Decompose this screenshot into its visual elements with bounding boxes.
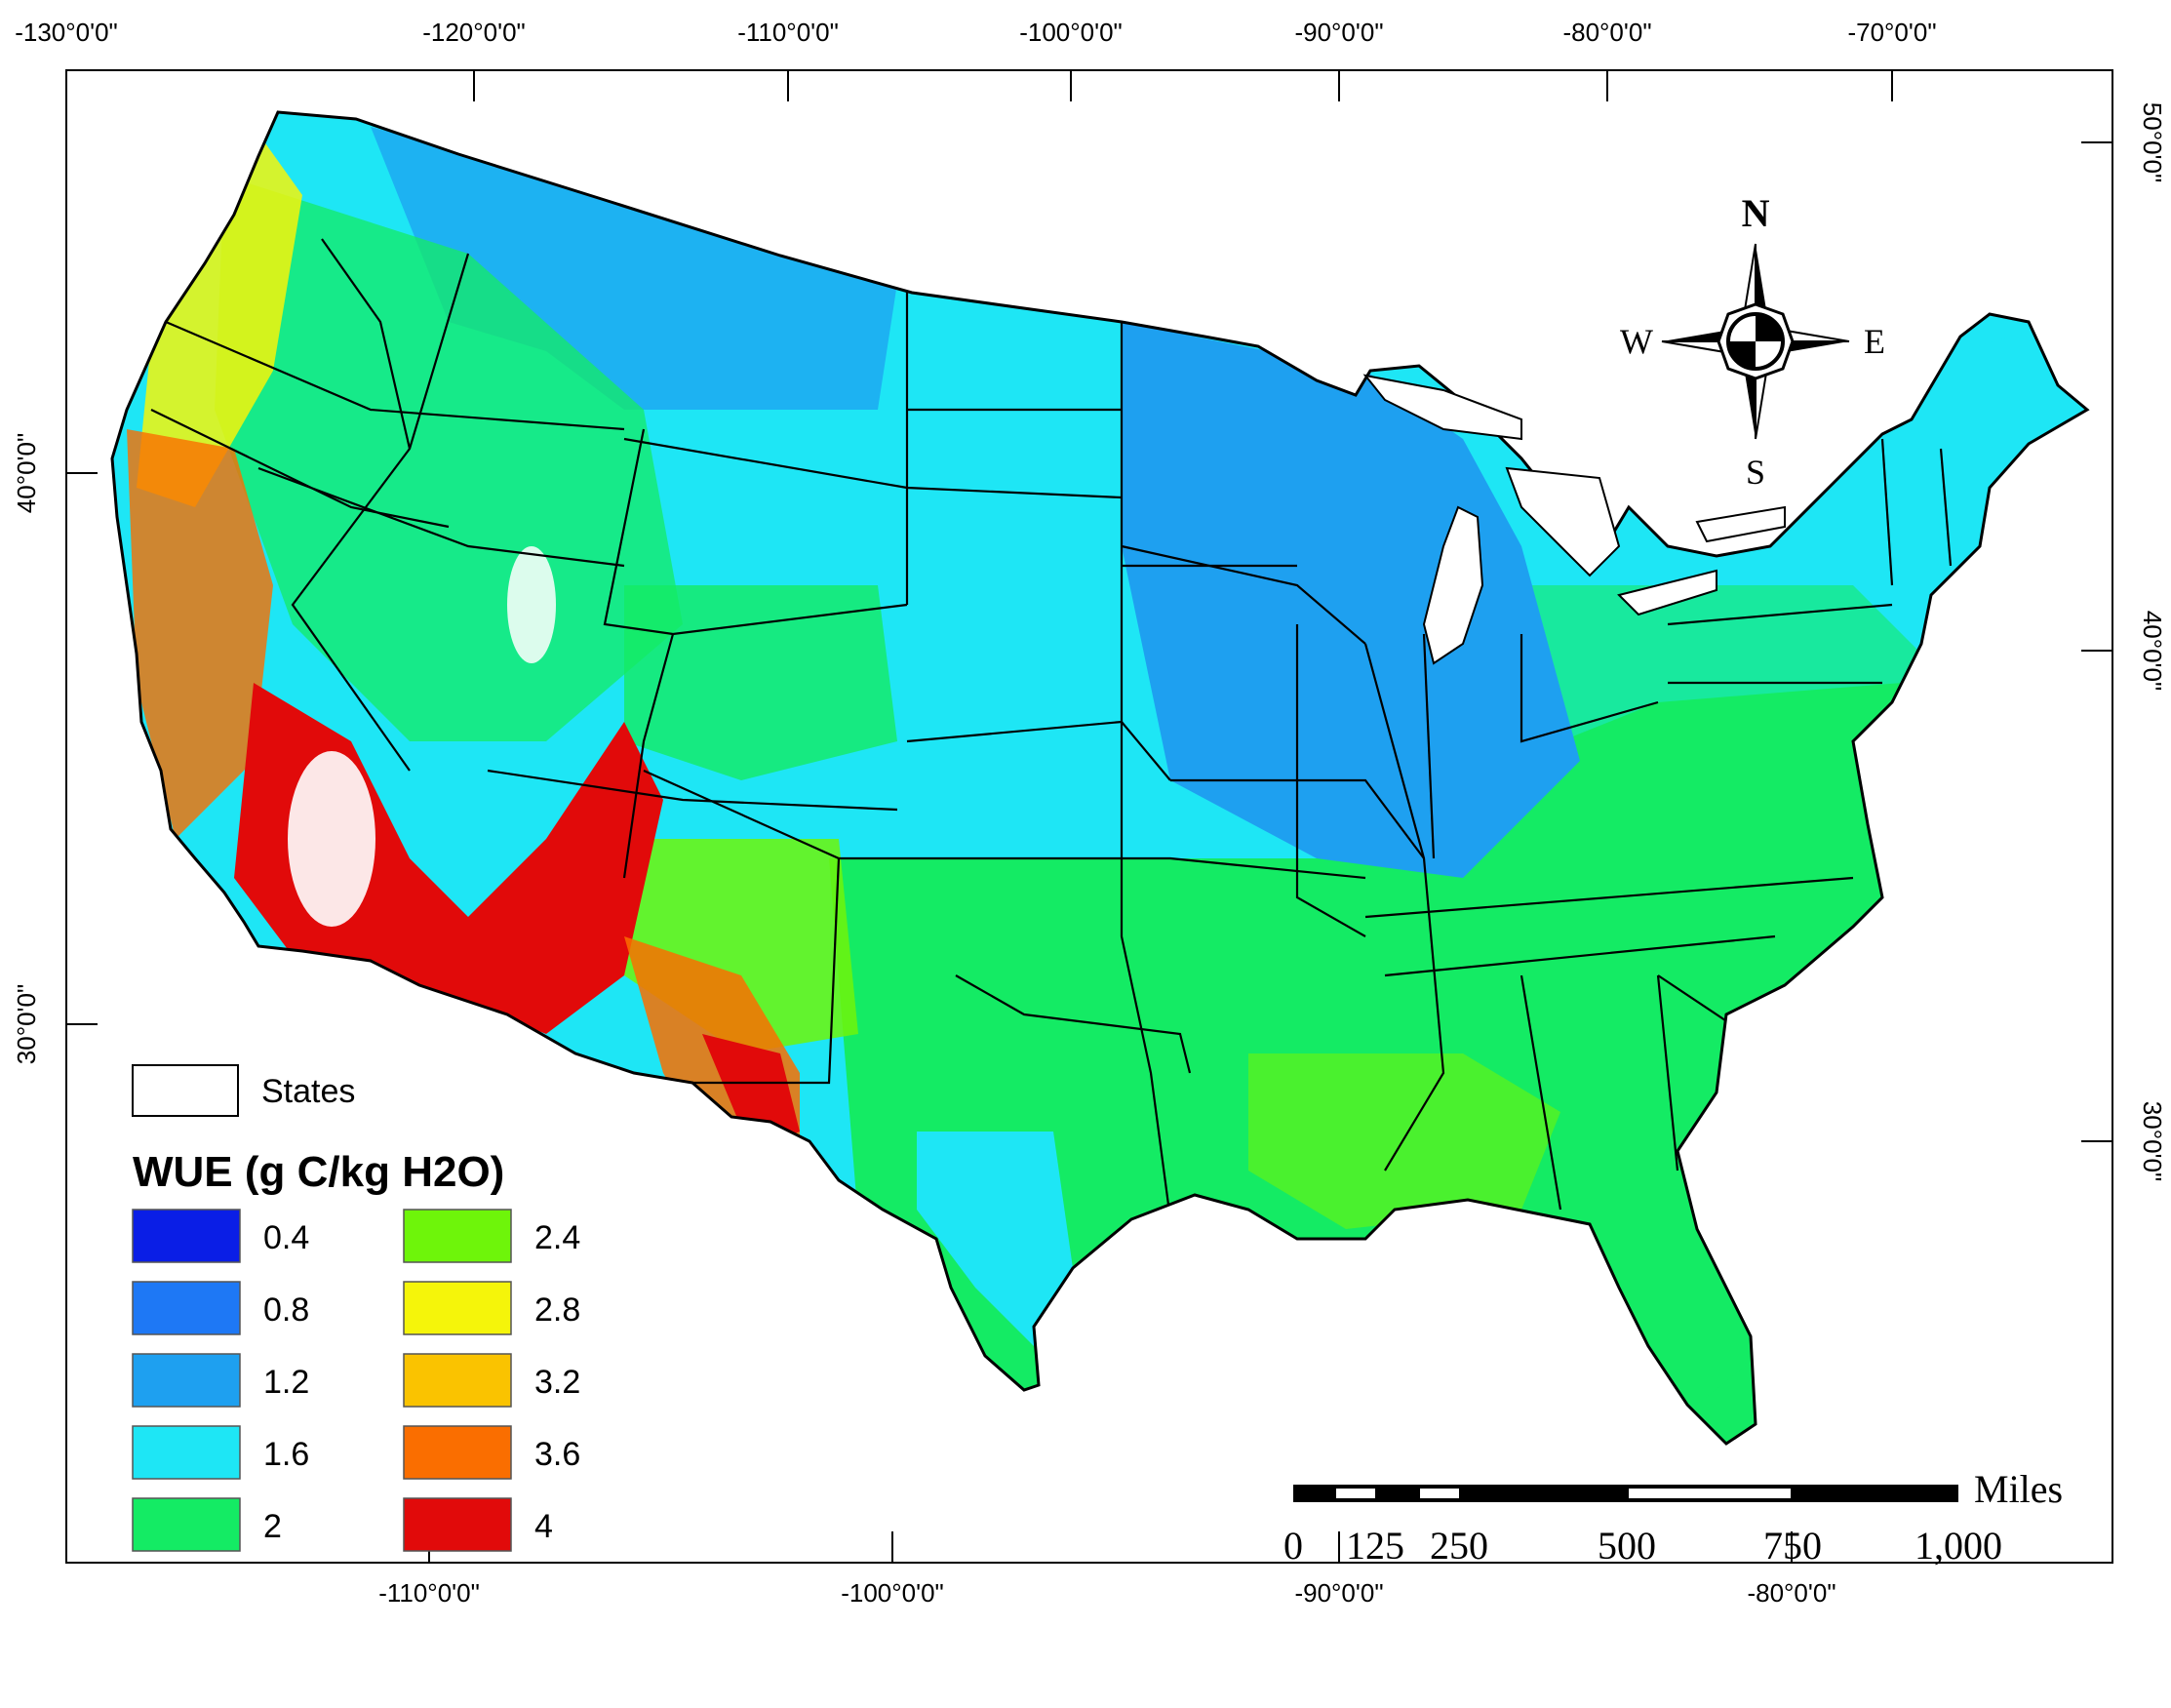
top-lon-label: -110°0'0" xyxy=(737,18,839,47)
compass-south-label: S xyxy=(1746,453,1765,492)
bottom-lon-label: -80°0'0" xyxy=(1747,1578,1835,1608)
left-lat-label: 40°0'0" xyxy=(12,433,41,513)
right-lat-label: 50°0'0" xyxy=(2138,102,2167,182)
legend-swatch xyxy=(403,1497,512,1552)
legend-class-label: 2.8 xyxy=(534,1291,580,1329)
scale-unit-label: Miles xyxy=(1974,1467,2063,1511)
top-lon-label: -80°0'0" xyxy=(1562,18,1651,47)
legend-swatch xyxy=(132,1497,241,1552)
scale-tick-label: 0 xyxy=(1283,1524,1303,1568)
right-lat-label: 30°0'0" xyxy=(2138,1101,2167,1181)
states-label: States xyxy=(261,1073,355,1110)
legend-class-label: 2.4 xyxy=(534,1219,580,1256)
bottom-lon-label: -110°0'0" xyxy=(378,1578,480,1608)
legend-title: WUE (g C/kg H2O) xyxy=(133,1148,504,1196)
top-longitude-labels: -130°0'0" -120°0'0" -110°0'0" -100°0'0" … xyxy=(15,18,1936,47)
legend: States WUE (g C/kg H2O) 0.4 0.8 1.2 1.6 2 2.4… xyxy=(132,1064,580,1552)
compass-east-label: E xyxy=(1864,322,1885,361)
compass-north-label: N xyxy=(1742,191,1770,235)
top-lon-label: -90°0'0" xyxy=(1294,18,1383,47)
top-lon-label: -130°0'0" xyxy=(15,18,118,47)
legend-swatch xyxy=(132,1425,241,1480)
left-latitude-labels: 40°0'0" 30°0'0" xyxy=(12,433,41,1064)
legend-class-label: 0.8 xyxy=(263,1291,309,1329)
legend-swatch xyxy=(132,1209,241,1263)
scale-tick-label: 500 xyxy=(1598,1524,1656,1568)
scale-bar: Miles 0 125 250 500 750 1,000 xyxy=(1283,1467,2063,1568)
legend-class-label: 3.6 xyxy=(534,1436,580,1473)
left-lat-label: 30°0'0" xyxy=(12,984,41,1064)
right-latitude-labels: 50°0'0" 40°0'0" 30°0'0" xyxy=(2138,102,2167,1181)
legend-class-label: 1.2 xyxy=(263,1364,309,1401)
scale-tick-label: 1,000 xyxy=(1914,1524,2002,1568)
compass-west-label: W xyxy=(1620,322,1653,361)
scale-tick-label: 750 xyxy=(1763,1524,1822,1568)
state-boundaries xyxy=(150,238,1953,1220)
map-frame xyxy=(65,69,2113,1564)
left-ticks xyxy=(66,472,98,1025)
right-ticks xyxy=(2081,141,2112,1142)
great-lakes xyxy=(1362,374,1786,665)
bottom-lon-label: -90°0'0" xyxy=(1294,1578,1383,1608)
scale-tick-label: 250 xyxy=(1430,1524,1488,1568)
bottom-ticks xyxy=(428,1531,1793,1563)
states-swatch xyxy=(132,1064,239,1117)
legend-classes: 0.4 0.8 1.2 1.6 2 2.4 2.8 3.2 3.6 4 xyxy=(132,1209,580,1552)
right-lat-label: 40°0'0" xyxy=(2138,611,2167,691)
legend-class-label: 3.2 xyxy=(534,1364,580,1401)
legend-swatch xyxy=(132,1353,241,1408)
legend-swatch xyxy=(132,1281,241,1335)
legend-class-label: 4 xyxy=(534,1508,553,1545)
legend-class-label: 2 xyxy=(263,1508,282,1545)
legend-swatch xyxy=(403,1353,512,1408)
legend-swatch xyxy=(403,1425,512,1480)
legend-swatch xyxy=(403,1281,512,1335)
scale-tick-label: 125 xyxy=(1346,1524,1404,1568)
top-lon-label: -70°0'0" xyxy=(1847,18,1936,47)
legend-class-label: 1.6 xyxy=(263,1436,309,1473)
wue-raster xyxy=(112,112,2087,1444)
legend-class-label: 0.4 xyxy=(263,1219,309,1256)
top-ticks xyxy=(65,70,1893,101)
bottom-longitude-labels: -110°0'0" -100°0'0" -90°0'0" -80°0'0" xyxy=(378,1578,1835,1608)
bottom-lon-label: -100°0'0" xyxy=(841,1578,944,1608)
top-lon-label: -120°0'0" xyxy=(422,18,526,47)
legend-swatch xyxy=(403,1209,512,1263)
compass-rose: N S E W xyxy=(1620,191,1885,492)
top-lon-label: -100°0'0" xyxy=(1019,18,1123,47)
